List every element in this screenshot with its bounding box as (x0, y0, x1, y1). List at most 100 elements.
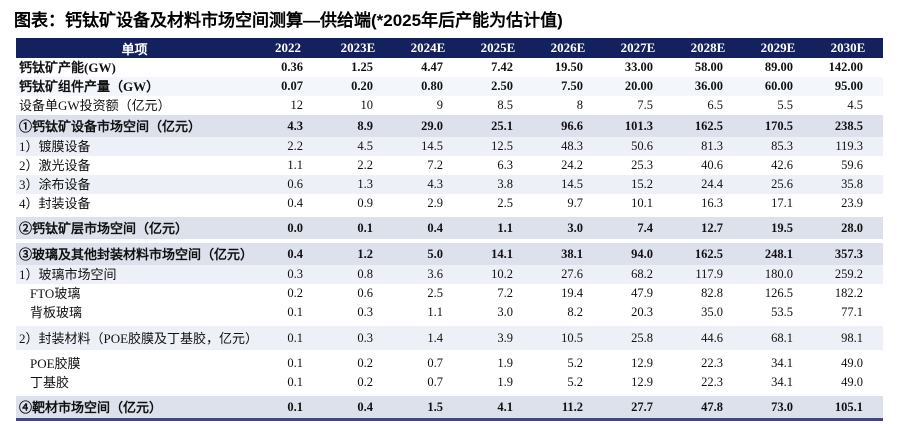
cell-value: 73.0 (743, 392, 813, 420)
cell-value: 15.2 (603, 175, 673, 194)
cell-value: 27.6 (533, 265, 603, 284)
cell-value: 8.9 (323, 115, 393, 137)
cell-value: 0.3 (323, 303, 393, 324)
cell-value: 29.0 (393, 115, 463, 137)
cell-value: 16.3 (673, 194, 743, 215)
cell-value: 7.4 (603, 213, 673, 241)
cell-value: 38.1 (533, 239, 603, 265)
row-label: 3）涂布设备 (16, 175, 253, 194)
cell-value: 40.6 (673, 156, 743, 175)
cell-value: 0.0 (253, 213, 323, 241)
cell-value: 20.3 (603, 303, 673, 324)
cell-value: 2.9 (393, 194, 463, 215)
cell-value: 59.6 (813, 156, 883, 175)
table-row: 背板玻璃 0.1 0.3 1.1 3.0 8.2 20.3 35.0 53.5 77.1 (16, 303, 883, 324)
cell-value: 25.1 (463, 115, 533, 137)
cell-value: 117.9 (673, 265, 743, 284)
cell-value: 0.1 (323, 213, 393, 241)
column-header-year-8: 2030E (813, 38, 883, 58)
cell-value: 0.20 (323, 77, 393, 96)
cell-value: 10.5 (533, 322, 603, 354)
cell-value: 22.3 (673, 352, 743, 373)
cell-value: 27.7 (603, 392, 673, 420)
figure-title: 图表：钙钛矿设备及材料市场空间测算—供给端(*2025年后产能为估计值) (14, 11, 563, 30)
cell-value: 0.2 (323, 373, 393, 394)
cell-value: 42.6 (743, 156, 813, 175)
table-header-row: 单项 2022 2023E 2024E 2025E 2026E 2027E 2028E 2029… (16, 38, 883, 58)
cell-value: 5.0 (393, 239, 463, 265)
cell-value: 12.7 (673, 213, 743, 241)
table-row: 2）激光设备 1.1 2.2 7.2 6.3 24.2 25.3 40.6 42.6 59.6 (16, 156, 883, 175)
cell-value: 6.3 (463, 156, 533, 175)
cell-value: 0.1 (253, 352, 323, 373)
cell-value: 3.8 (463, 175, 533, 194)
table-row: 设备单GW投资额（亿元） 12 10 9 8.5 8 7.5 6.5 5.5 4.5 (16, 96, 883, 115)
cell-value: 4.5 (813, 96, 883, 115)
cell-value: 0.1 (253, 322, 323, 354)
column-header-year-5: 2027E (603, 38, 673, 58)
row-label: 设备单GW投资额（亿元） (16, 96, 253, 115)
cell-value: 47.9 (603, 284, 673, 303)
table-row: 3）涂布设备 0.6 1.3 4.3 3.8 14.5 15.2 24.4 25.6 35.8 (16, 175, 883, 194)
row-label: 1）玻璃市场空间 (16, 265, 253, 284)
cell-value: 58.00 (673, 58, 743, 77)
cell-value: 35.8 (813, 175, 883, 194)
table-row: 钙钛矿组件产量（GW） 0.07 0.20 0.80 2.50 7.50 20.00 36.0… (16, 77, 883, 96)
cell-value: 81.3 (673, 137, 743, 156)
column-header-year-6: 2028E (673, 38, 743, 58)
cell-value: 25.8 (603, 322, 673, 354)
table-row: FTO玻璃 0.2 0.6 2.5 7.2 19.4 47.9 82.8 126.5 182.2 (16, 284, 883, 303)
cell-value: 33.00 (603, 58, 673, 77)
row-label: 2）封装材料（POE胶膜及丁基胶，亿元） (16, 322, 258, 354)
cell-value: 28.0 (813, 213, 883, 241)
cell-value: 12.9 (603, 373, 673, 394)
cell-value: 1.9 (463, 352, 533, 373)
cell-value: 101.3 (603, 115, 673, 137)
cell-value: 3.6 (393, 265, 463, 284)
cell-value: 22.3 (673, 373, 743, 394)
cell-value: 14.5 (393, 137, 463, 156)
cell-value: 89.00 (743, 58, 813, 77)
cell-value: 68.1 (743, 322, 813, 354)
row-label: 钙钛矿产能(GW) (16, 58, 253, 77)
cell-value: 0.07 (253, 77, 323, 96)
cell-value: 95.00 (813, 77, 883, 96)
cell-value: 10.1 (603, 194, 673, 215)
cell-value: 1.5 (393, 392, 463, 420)
cell-value: 0.6 (323, 284, 393, 303)
column-header-year-1: 2023E (323, 38, 393, 58)
column-header-year-4: 2026E (533, 38, 603, 58)
cell-value: 14.5 (533, 175, 603, 194)
cell-value: 0.3 (253, 265, 323, 284)
cell-value: 4.3 (253, 115, 323, 137)
cell-value: 238.5 (813, 115, 883, 137)
cell-value: 0.7 (393, 352, 463, 373)
table-row: 2）封装材料（POE胶膜及丁基胶，亿元） 0.1 0.3 1.4 3.9 10.5 25.8… (16, 322, 883, 354)
column-header-item: 单项 (16, 38, 253, 58)
cell-value: 14.1 (463, 239, 533, 265)
table-head: 单项 2022 2023E 2024E 2025E 2026E 2027E 2028E 2029… (16, 38, 883, 58)
cell-value: 170.5 (743, 115, 813, 137)
row-label: 丁基胶 (16, 373, 253, 394)
cell-value: 4.47 (393, 58, 463, 77)
cell-value: 180.0 (743, 265, 813, 284)
cell-value: 7.2 (463, 284, 533, 303)
cell-value: 1.2 (323, 239, 393, 265)
cell-value: 3.9 (463, 322, 533, 354)
table-row: 1）镀膜设备 2.2 4.5 14.5 12.5 48.3 50.6 81.3 85.3 119.… (16, 137, 883, 156)
cell-value: 11.2 (533, 392, 603, 420)
table-row: ①钙钛矿设备市场空间（亿元） 4.3 8.9 29.0 25.1 96.6 101.3 162… (16, 115, 883, 137)
cell-value: 0.3 (323, 322, 393, 354)
cell-value: 5.5 (743, 96, 813, 115)
cell-value: 96.6 (533, 115, 603, 137)
cell-value: 10.2 (463, 265, 533, 284)
cell-value: 0.1 (253, 303, 323, 324)
cell-value: 23.9 (813, 194, 883, 215)
cell-value: 44.6 (673, 322, 743, 354)
cell-value: 7.2 (393, 156, 463, 175)
table-row: 4）封装设备 0.4 0.9 2.9 2.5 9.7 10.1 16.3 17.1 23.9 (16, 194, 883, 215)
row-label: ③玻璃及其他封装材料市场空间（亿元） (16, 239, 253, 265)
cell-value: 25.6 (743, 175, 813, 194)
cell-value: 24.2 (533, 156, 603, 175)
cell-value: 9 (393, 96, 463, 115)
